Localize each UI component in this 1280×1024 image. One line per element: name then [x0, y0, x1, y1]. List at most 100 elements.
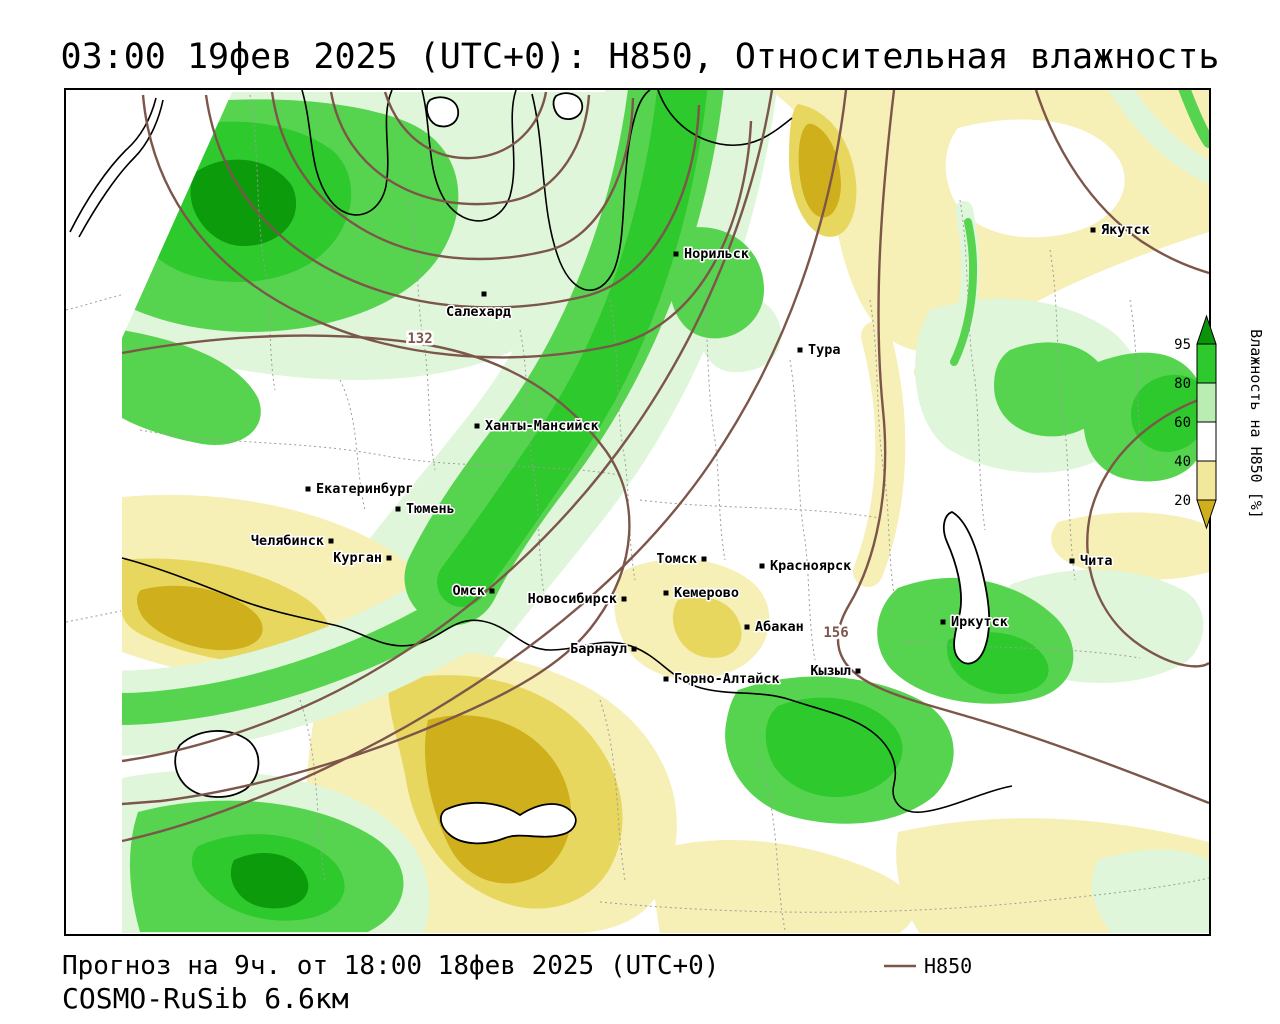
shade-dark-green-southwest: [230, 853, 309, 909]
h850-contour: [1086, 394, 1210, 668]
h850-contour: [121, 89, 774, 763]
city-dot: [744, 624, 750, 630]
city-marker: Екатеринбург: [305, 480, 415, 499]
city-marker: Чита: [1069, 552, 1114, 571]
admin-line: [1129, 299, 1146, 481]
admin-line: [759, 759, 786, 931]
city-dot: [328, 538, 334, 544]
coastline-ob-bay: [531, 89, 651, 291]
colorbar-band: [1196, 421, 1217, 462]
figure-title: 03:00 19фев 2025 (UTC+0): H850, Относите…: [61, 37, 1220, 77]
city-marker: Курган: [332, 549, 392, 568]
map-panel: 132 156 Норильск Якутск Салехард Тура Ханты-М…: [64, 88, 1211, 936]
h850-contour-132: [121, 334, 631, 806]
city-marker: Тура: [797, 341, 842, 360]
city-dot: [305, 486, 311, 492]
admin-line: [639, 499, 881, 519]
city-marker: Кемерово: [663, 584, 741, 603]
colorbar-band: [1196, 382, 1217, 423]
graticule-line: [65, 294, 122, 311]
coastline-novaya-zemlya: [69, 97, 157, 233]
city-label: Салехард: [446, 304, 511, 320]
admin-line: [249, 94, 276, 391]
graticule-line: [65, 610, 122, 623]
admin-line: [599, 699, 626, 881]
admin-line: [899, 639, 1141, 659]
lake-balkhash: [439, 801, 577, 845]
city-label: Красноярск: [770, 558, 851, 574]
shade-pale-yellow-streak-2: [853, 321, 906, 587]
shade-olive-west: [136, 585, 263, 651]
colorbar-band: [1196, 499, 1217, 530]
shade-olive-northeast: [798, 123, 841, 218]
admin-line: [1049, 249, 1076, 581]
h850-contour: [329, 91, 591, 206]
h850-contour: [121, 89, 848, 843]
contour-labels-layer: 132 156: [405, 329, 851, 644]
city-dot: [474, 423, 480, 429]
city-marker: Норильск: [673, 245, 751, 264]
city-dot: [673, 251, 679, 257]
city-label: Тюмень: [406, 501, 455, 517]
colorbar-tick: 20: [1174, 493, 1191, 509]
city-dot: [940, 619, 946, 625]
colorbar-tick: 40: [1174, 454, 1191, 470]
city-dot: [621, 596, 627, 602]
city-label: Якутск: [1101, 222, 1150, 238]
shade-pale-green-corner-ne: [1109, 90, 1209, 183]
city-marker: Абакан: [744, 618, 805, 637]
humidity-field: [122, 90, 1209, 933]
city-marker: Омск: [451, 582, 495, 601]
city-label: Новосибирск: [528, 591, 617, 607]
city-label: Томск: [656, 551, 697, 567]
city-label: Омск: [452, 583, 485, 599]
city-marker: Салехард: [445, 291, 513, 322]
city-label: Иркутск: [951, 614, 1008, 630]
colorbar-band: [1196, 460, 1217, 501]
city-label: Чита: [1080, 553, 1113, 569]
admin-line: [609, 299, 636, 581]
shade-green-streak-ne: [950, 218, 977, 366]
city-dot: [1090, 227, 1096, 233]
h850-contour-156: [836, 89, 1210, 805]
city-label: Екатеринбург: [316, 481, 414, 497]
shade-white-hole-northeast: [945, 119, 1125, 238]
shade-pale-yellow-chita: [1051, 512, 1209, 580]
city-dot: [386, 555, 392, 561]
city-dot: [663, 590, 669, 596]
lake-zaysan: [174, 730, 260, 798]
contour-value-label: 132: [407, 331, 432, 347]
city-label: Кемерово: [674, 585, 739, 601]
city-label: Горно-Алтайск: [674, 671, 780, 687]
city-dot: [663, 676, 669, 682]
city-marker: Красноярск: [759, 557, 853, 576]
city-dot: [631, 646, 637, 652]
city-dot: [1069, 558, 1075, 564]
forecast-info: Прогноз на 9ч. от 18:00 18фев 2025 (UTC+…: [62, 951, 719, 981]
shade-bright-green-band: [437, 90, 707, 607]
shade-green-norilsk-lobe: [669, 227, 764, 339]
admin-line: [519, 329, 546, 601]
coastline-novaya-zemlya: [78, 99, 164, 238]
city-marker: Кызыл: [809, 662, 861, 681]
colorbar-tick: 80: [1174, 376, 1191, 392]
city-dot: [481, 291, 487, 297]
admin-line: [299, 699, 326, 881]
city-marker: Челябинск: [249, 532, 334, 551]
h850-contour: [1034, 89, 1210, 275]
shade-pale-green-corner-se: [1091, 849, 1209, 933]
geopotential-contours: [121, 89, 1210, 843]
shade-bright-green-south: [765, 697, 903, 797]
island: [552, 92, 584, 120]
city-label: Тура: [808, 342, 841, 358]
city-label: Кызыл: [810, 663, 851, 679]
city-label: Курган: [333, 550, 382, 566]
city-dot: [855, 668, 861, 674]
city-marker: Томск: [655, 550, 707, 569]
city-marker: Горно-Алтайск: [663, 670, 781, 689]
colorbar-tick-labels: 95 80 60 40 20: [1174, 337, 1191, 509]
city-label: Челябинск: [251, 533, 324, 549]
colorbar-bands: [1196, 314, 1217, 530]
